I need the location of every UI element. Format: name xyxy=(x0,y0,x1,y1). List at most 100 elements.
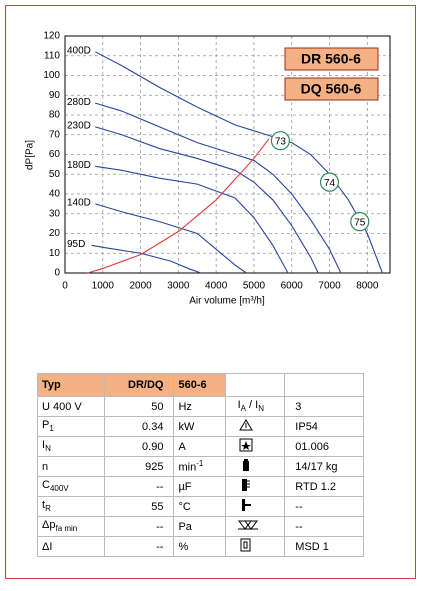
point-label: 75 xyxy=(354,217,366,228)
row-spec-value: 3 xyxy=(284,396,364,417)
y-tick-label: 10 xyxy=(49,248,61,259)
text-part: t xyxy=(42,499,46,512)
model-box xyxy=(284,47,379,71)
icon xyxy=(239,438,253,452)
y-tick-label: 120 xyxy=(43,31,60,42)
y-tick-label: 30 xyxy=(49,208,61,219)
curve-label: 140D xyxy=(67,198,91,209)
y-tick-label: 70 xyxy=(49,129,61,140)
fan-curve xyxy=(91,244,202,274)
frame xyxy=(5,5,416,579)
y-tick-label: 40 xyxy=(49,189,61,200)
y-axis-label: dP[Pa] xyxy=(25,140,36,170)
y-tick-label: 60 xyxy=(49,149,61,160)
header-cell: DR/DQ xyxy=(104,373,175,397)
table-row: tR 55 °C -- xyxy=(36,496,364,517)
row-label: ΔI xyxy=(36,536,106,557)
row-value: 55 xyxy=(104,496,175,517)
row-spec-value: MSD 1 xyxy=(284,536,364,557)
row-value: 925 xyxy=(104,456,175,477)
curve-label: 400D xyxy=(67,45,91,56)
text-part: ΔI xyxy=(42,540,53,553)
y-tick-label: 20 xyxy=(49,228,61,239)
x-tick-label: 4000 xyxy=(205,281,228,292)
row-spec-value: IP54 xyxy=(284,416,364,437)
row-spec-value: -- xyxy=(284,496,364,517)
icon xyxy=(240,538,251,552)
text-part: min xyxy=(178,461,197,474)
text-part: Δp xyxy=(42,519,56,532)
row-value: -- xyxy=(104,536,175,557)
text-part: °C xyxy=(178,500,191,513)
row-unit: min-1 xyxy=(173,456,226,477)
text-part: N xyxy=(258,404,264,414)
row-label: P1 xyxy=(36,416,106,437)
text-part: µF xyxy=(178,480,192,493)
row-unit: µF xyxy=(173,476,226,497)
text-part: A xyxy=(178,440,186,453)
point-marker xyxy=(270,131,291,151)
row-spec-value: RTD 1.2 xyxy=(284,476,364,497)
table-row: Δpfa min -- Pa -- xyxy=(36,516,364,537)
text-part: fa min xyxy=(55,524,78,534)
row-unit: % xyxy=(173,536,226,557)
row-label: IN xyxy=(36,436,106,457)
table-row: U 400 V 50 Hz IA / IN 3 xyxy=(36,396,364,417)
x-axis-label: Air volume [m³/h] xyxy=(189,296,265,307)
text-part: / I xyxy=(245,399,259,412)
text-part: A xyxy=(240,404,246,414)
text-part: 400V xyxy=(49,484,69,494)
x-tick-label: 5000 xyxy=(243,281,266,292)
point-label: 73 xyxy=(275,136,287,147)
y-tick-label: 80 xyxy=(49,110,61,121)
row-spec xyxy=(224,496,286,517)
row-value: -- xyxy=(104,516,175,537)
row-unit: kW xyxy=(173,416,226,437)
text-part: I xyxy=(42,439,46,452)
row-spec: IA / IN xyxy=(224,396,286,417)
row-spec-value: 14/17 kg xyxy=(284,456,364,477)
y-tick-label: 90 xyxy=(49,90,61,101)
row-unit: A xyxy=(173,436,226,457)
row-spec xyxy=(224,456,286,477)
model-label: DR 560-6 xyxy=(301,51,361,67)
table-row: ΔI --% MSD 1 xyxy=(36,536,364,557)
text-part: P xyxy=(42,419,50,432)
x-tick-label: 1000 xyxy=(92,281,115,292)
model-box xyxy=(284,77,379,101)
icon xyxy=(242,459,249,471)
row-spec xyxy=(224,436,286,457)
x-tick-label: 3000 xyxy=(167,281,190,292)
row-spec-value: 01.006 xyxy=(284,436,364,457)
row-spec xyxy=(224,536,286,557)
point-label: 74 xyxy=(324,178,336,189)
header-cell xyxy=(284,373,364,397)
text-part: U 400 V xyxy=(42,400,82,413)
text-part: Hz xyxy=(178,400,192,413)
row-value: -- xyxy=(104,476,175,497)
text-part: N xyxy=(45,444,51,454)
text-part: 1 xyxy=(49,424,54,434)
header-row: Typ DR/DQ 560-6 xyxy=(36,373,364,397)
chart: Air volume [m³/h] dP[Pa] 0 10 20 30 40 50 60 70… xyxy=(25,31,391,307)
x-tick-label: 2000 xyxy=(129,281,152,292)
curve-label: 180D xyxy=(67,160,91,171)
row-spec xyxy=(224,476,286,497)
curve-label: 280D xyxy=(67,97,91,108)
text-part: R xyxy=(45,504,51,514)
row-label: n xyxy=(36,456,106,477)
table-row: IN 0.90 A 01.006 xyxy=(36,436,364,457)
model-label: DQ 560-6 xyxy=(301,81,362,97)
fan-curve xyxy=(95,203,247,274)
row-unit: Pa xyxy=(173,516,226,537)
curve-label: 95D xyxy=(67,239,85,250)
icon xyxy=(241,499,251,511)
fan-curve xyxy=(95,165,289,274)
icon xyxy=(238,419,253,431)
fan-curve xyxy=(95,126,319,274)
text-part: n xyxy=(42,460,49,473)
row-label: U 400 V xyxy=(36,396,106,417)
row-spec-value: -- xyxy=(284,516,364,537)
icon xyxy=(237,520,258,530)
y-tick-label: 0 xyxy=(54,268,60,279)
